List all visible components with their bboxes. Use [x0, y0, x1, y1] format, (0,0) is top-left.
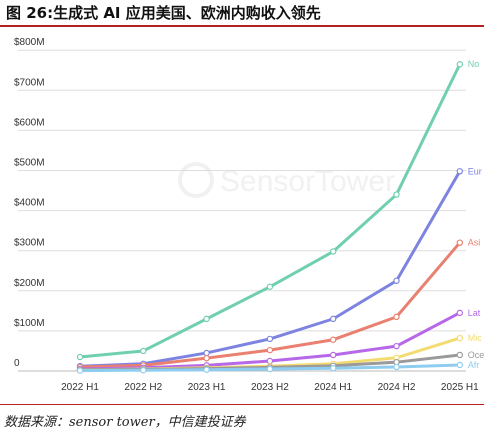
data-point — [456, 351, 463, 359]
data-point — [266, 335, 274, 343]
data-point — [393, 342, 400, 350]
x-tick-label: 2025 H1 — [441, 382, 479, 393]
y-tick-label: $400M — [14, 198, 45, 209]
data-point — [456, 361, 463, 369]
data-point — [393, 363, 400, 371]
data-point — [76, 353, 84, 361]
series-end-label: Eur — [468, 166, 482, 176]
data-point — [456, 334, 463, 342]
data-point — [330, 248, 337, 255]
x-tick-label: 2023 H1 — [188, 382, 226, 393]
data-point — [266, 357, 274, 365]
series-end-label: Mic — [468, 333, 482, 343]
y-tick-label: $600M — [14, 117, 45, 128]
data-point — [266, 365, 274, 373]
data-point — [393, 191, 400, 198]
data-point — [266, 346, 274, 354]
series-end-label: Lat — [468, 308, 481, 318]
data-point — [330, 315, 337, 323]
figure-title: 图 26:生成式 AI 应用美国、欧洲内购收入领先 — [6, 4, 321, 22]
series-end-label: Asi — [468, 238, 481, 248]
y-tick-label: $300M — [14, 238, 45, 249]
data-point — [456, 239, 463, 246]
title-rule — [0, 25, 484, 27]
x-tick-label: 2024 H2 — [378, 382, 416, 393]
data-point — [203, 354, 210, 362]
data-point — [456, 168, 463, 175]
x-tick-label: 2022 H2 — [124, 382, 162, 393]
x-axis: 2022 H1 2022 H2 2023 H1 2023 H2 2024 H1 2024 … — [61, 382, 479, 393]
data-point — [76, 367, 84, 374]
source-note: 数据来源：sensor tower，中信建投证券 — [4, 415, 246, 430]
data-point — [266, 283, 274, 290]
series-end-label: Oce — [468, 350, 484, 360]
y-axis: 0 $100M $200M $300M $400M $500M $600M $700M $800… — [14, 37, 45, 369]
y-tick-label: $700M — [14, 77, 45, 88]
line-chart: SensorTower 0 $100M $200M $300M $400M $500M $6… — [14, 37, 484, 393]
data-point — [330, 351, 337, 359]
data-point — [203, 366, 210, 373]
data-point — [140, 366, 147, 374]
series-end-label: No — [468, 59, 480, 69]
data-point — [330, 364, 337, 372]
data-point — [330, 336, 337, 343]
data-point — [456, 309, 463, 317]
y-tick-label: $200M — [14, 278, 45, 289]
y-tick-label: $800M — [14, 37, 45, 48]
x-tick-label: 2024 H1 — [314, 382, 352, 393]
y-tick-label: $100M — [14, 318, 45, 329]
source-rule — [0, 404, 484, 405]
y-tick-label: 0 — [14, 358, 20, 369]
data-point — [456, 61, 463, 68]
x-tick-label: 2023 H2 — [251, 382, 289, 393]
data-point — [203, 349, 210, 357]
data-point — [140, 347, 147, 355]
data-point — [393, 313, 400, 321]
data-point — [203, 315, 210, 323]
watermark-text: SensorTower — [220, 165, 395, 198]
gridlines — [18, 49, 466, 372]
data-point — [393, 277, 400, 284]
series-lines — [76, 61, 463, 374]
sensortower-watermark: SensorTower — [178, 162, 395, 198]
y-tick-label: $500M — [14, 158, 45, 169]
series-end-label: Afr — [468, 360, 480, 370]
x-tick-label: 2022 H1 — [61, 382, 99, 393]
